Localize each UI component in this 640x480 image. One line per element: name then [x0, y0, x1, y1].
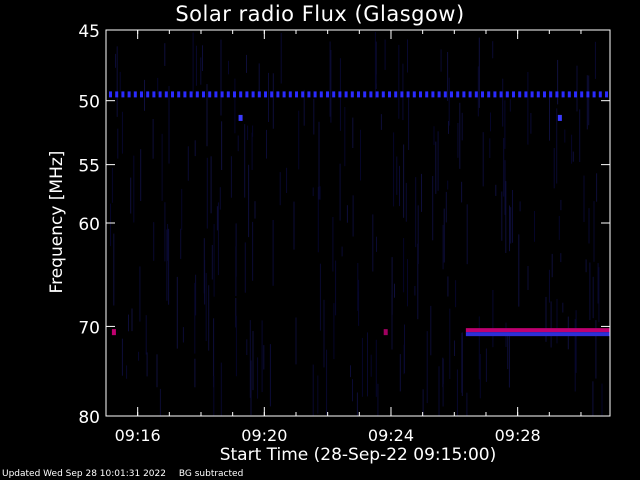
spot-4 [111, 329, 116, 336]
y-tick-label-0: 45 [78, 22, 100, 42]
y-tick-label-4: 70 [78, 318, 100, 338]
y-tick-label-1: 50 [78, 93, 100, 113]
y-tick-label-2: 55 [78, 157, 100, 177]
y-tick-label-3: 60 [78, 215, 100, 235]
y-tick-label-5: 80 [78, 408, 100, 428]
x-tick-label-3: 09:28 [495, 426, 541, 445]
spot-3 [557, 114, 562, 121]
spot-5 [383, 329, 388, 336]
spot-2 [238, 114, 243, 121]
interference-line-1-lower [465, 332, 610, 337]
x-tick-label-2: 09:24 [368, 426, 414, 445]
footer: Updated Wed Sep 28 10:01:31 2022 BG subt… [2, 469, 243, 479]
x-tick-label-1: 09:20 [241, 426, 287, 445]
y-axis-label: Frequency [MHz] [47, 150, 67, 294]
interference-line-1 [465, 328, 610, 333]
interference-line-0 [109, 91, 608, 98]
x-tick-label-0: 09:16 [115, 426, 161, 445]
updated-timestamp: Updated Wed Sep 28 10:01:31 2022 [2, 469, 166, 479]
chart-title: Solar radio Flux (Glasgow) [175, 2, 465, 26]
noise-texture [110, 32, 603, 416]
background-note: BG subtracted [178, 469, 244, 479]
x-axis-label: Start Time (28-Sep-22 09:15:00) [219, 445, 497, 465]
